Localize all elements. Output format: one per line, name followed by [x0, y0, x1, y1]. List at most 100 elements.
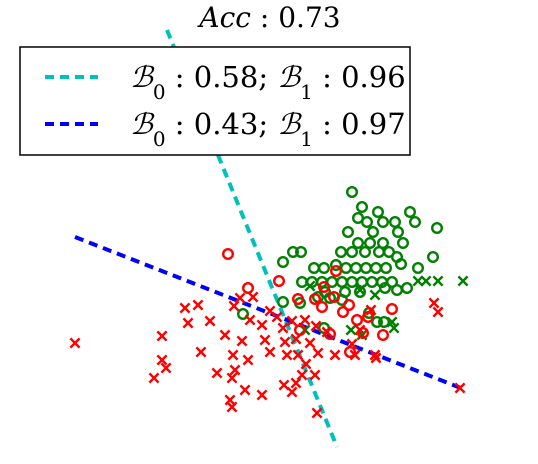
data-point-cross: [286, 315, 298, 327]
data-point-cross: [271, 311, 283, 323]
data-point-cross: [277, 322, 289, 334]
data-point-cross: [454, 382, 466, 394]
data-point-cross: [290, 333, 302, 345]
data-point-cross: [195, 346, 207, 358]
data-point-circle: [391, 284, 404, 297]
data-point-circle: [427, 250, 440, 263]
data-point-cross: [226, 401, 238, 413]
data-point-circle: [392, 225, 405, 238]
data-point-cross: [247, 291, 259, 303]
data-point-cross: [256, 389, 268, 401]
data-point-cross: [264, 346, 276, 358]
data-point-circle: [318, 262, 331, 275]
data-point-cross: [228, 300, 240, 312]
data-point-cross: [69, 337, 81, 349]
data-point-circle: [337, 306, 350, 319]
data-point-circle: [352, 236, 365, 249]
decision-line-2: [74, 235, 467, 392]
data-point-cross: [182, 317, 194, 329]
data-point-cross: [296, 369, 308, 381]
data-point-circle: [330, 259, 343, 272]
data-point-cross: [432, 306, 444, 318]
chart-title: Acc : 0.73: [196, 1, 340, 34]
data-point-circle: [350, 262, 363, 275]
data-point-circle: [277, 296, 290, 309]
data-point-cross: [420, 275, 432, 287]
data-point-circle: [359, 245, 372, 258]
data-point-circle: [316, 301, 329, 314]
data-point-circle: [379, 282, 392, 295]
data-point-cross: [309, 369, 321, 381]
data-point-cross: [204, 315, 216, 327]
data-point-cross: [156, 354, 168, 366]
data-point-cross: [369, 289, 381, 301]
data-point-cross: [227, 349, 239, 361]
data-point-cross: [156, 330, 168, 342]
data-point-cross: [179, 302, 191, 314]
data-point-cross: [428, 297, 440, 309]
data-point-cross: [386, 316, 398, 328]
data-point-circle: [404, 205, 417, 218]
data-point-cross: [239, 384, 251, 396]
data-point-cross: [236, 335, 248, 347]
legend-box: [19, 46, 411, 156]
data-point-cross: [321, 326, 333, 338]
data-point-circle: [351, 314, 364, 327]
data-point-circle: [356, 200, 369, 213]
data-point-circle: [295, 245, 308, 258]
data-point-cross: [311, 407, 323, 419]
data-point-cross: [304, 280, 316, 292]
title-metric-name: Acc: [196, 1, 251, 34]
data-point-cross: [299, 314, 311, 326]
data-point-cross: [244, 314, 256, 326]
data-point-cross: [259, 334, 271, 346]
data-point-circle: [378, 316, 391, 329]
data-point-circle: [273, 275, 286, 288]
data-point-circle: [370, 262, 383, 275]
data-point-circle: [377, 215, 390, 228]
data-point-circle: [236, 308, 249, 321]
data-point-circle: [346, 245, 359, 258]
data-point-circle: [364, 236, 377, 249]
data-point-circle: [366, 276, 379, 289]
data-point-circle: [342, 225, 355, 238]
data-point-cross: [290, 377, 302, 389]
data-point-circle: [287, 245, 300, 258]
data-point-cross: [192, 299, 204, 311]
data-point-cross: [281, 349, 293, 361]
data-point-circle: [343, 299, 356, 312]
data-point-cross: [229, 364, 241, 376]
data-point-cross: [279, 336, 291, 348]
data-point-circle: [346, 276, 359, 289]
data-point-circle: [335, 245, 348, 258]
data-point-circle: [241, 282, 254, 295]
data-point-circle: [308, 262, 321, 275]
data-point-circle: [380, 262, 393, 275]
data-point-circle: [221, 247, 234, 260]
data-point-cross: [412, 275, 424, 287]
data-point-circle: [431, 221, 444, 234]
data-point-cross: [432, 275, 444, 287]
data-point-cross: [148, 372, 160, 384]
data-point-circle: [371, 316, 384, 329]
data-point-cross: [256, 319, 268, 331]
data-point-cross: [388, 322, 400, 334]
data-point-cross: [369, 349, 381, 361]
data-point-cross: [345, 324, 357, 336]
title-metric-value: : 0.73: [251, 1, 341, 34]
data-point-circle: [277, 256, 290, 269]
data-point-circle: [389, 215, 402, 228]
data-point-cross: [354, 284, 366, 296]
legend-label-2: ℬ0 : 0.43; ℬ1 : 0.97: [130, 107, 406, 151]
data-point-circle: [409, 215, 422, 228]
data-point-cross: [354, 324, 366, 336]
data-point-circle: [395, 258, 408, 271]
data-point-circle: [292, 293, 305, 306]
data-point-cross: [211, 367, 223, 379]
data-point-circle: [367, 225, 380, 238]
data-point-cross: [349, 349, 361, 361]
data-point-circle: [336, 276, 349, 289]
data-point-cross: [226, 372, 238, 384]
